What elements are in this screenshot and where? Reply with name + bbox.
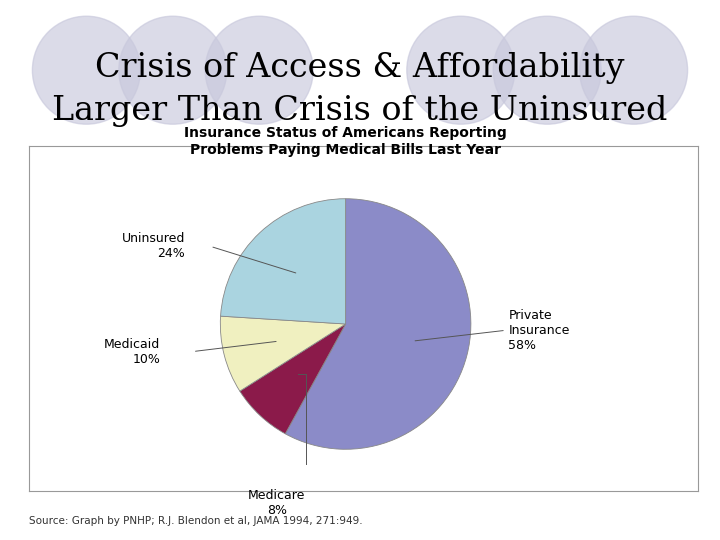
Text: Crisis of Access & Affordability: Crisis of Access & Affordability [95, 51, 625, 84]
Wedge shape [220, 316, 346, 391]
Wedge shape [220, 199, 346, 324]
Wedge shape [285, 199, 471, 449]
Text: Private
Insurance
58%: Private Insurance 58% [508, 309, 570, 352]
Title: Insurance Status of Americans Reporting
Problems Paying Medical Bills Last Year: Insurance Status of Americans Reporting … [184, 126, 507, 157]
Text: Larger Than Crisis of the Uninsured: Larger Than Crisis of the Uninsured [53, 94, 667, 127]
Text: Source: Graph by PNHP; R.J. Blendon et al, JAMA 1994, 271:949.: Source: Graph by PNHP; R.J. Blendon et a… [29, 516, 362, 526]
Text: Medicare
8%: Medicare 8% [248, 489, 305, 517]
Text: Medicaid
10%: Medicaid 10% [104, 338, 160, 366]
Text: Uninsured
24%: Uninsured 24% [122, 232, 185, 260]
Wedge shape [240, 324, 346, 434]
